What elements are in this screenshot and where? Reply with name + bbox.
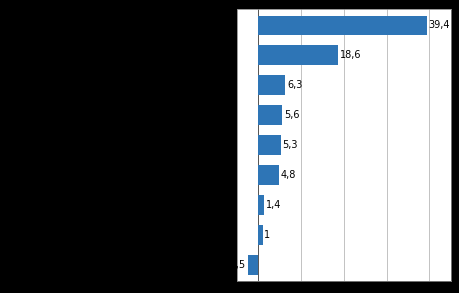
Bar bbox=[258, 75, 285, 95]
Bar bbox=[258, 195, 264, 215]
Text: 39,4: 39,4 bbox=[428, 20, 449, 30]
Text: 5,3: 5,3 bbox=[282, 140, 297, 150]
Text: 5,6: 5,6 bbox=[283, 110, 299, 120]
Bar bbox=[258, 16, 426, 35]
Text: -2,5: -2,5 bbox=[226, 260, 246, 270]
Bar bbox=[258, 225, 262, 245]
Text: 1,4: 1,4 bbox=[265, 200, 281, 210]
Text: 6,3: 6,3 bbox=[286, 80, 302, 90]
Bar bbox=[247, 255, 258, 275]
Bar bbox=[258, 45, 337, 65]
Bar bbox=[258, 135, 280, 155]
Text: 4,8: 4,8 bbox=[280, 170, 295, 180]
Bar bbox=[258, 165, 278, 185]
Text: 1: 1 bbox=[264, 230, 270, 240]
Text: 18,6: 18,6 bbox=[339, 50, 360, 60]
Bar bbox=[258, 105, 282, 125]
